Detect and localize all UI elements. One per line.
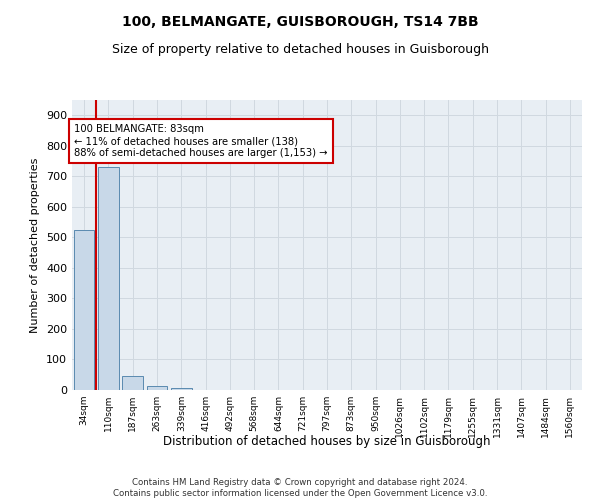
Text: 100 BELMANGATE: 83sqm
← 11% of detached houses are smaller (138)
88% of semi-det: 100 BELMANGATE: 83sqm ← 11% of detached … [74, 124, 328, 158]
Text: Distribution of detached houses by size in Guisborough: Distribution of detached houses by size … [163, 435, 491, 448]
Bar [74, 230, 94, 390]
Text: Contains HM Land Registry data © Crown copyright and database right 2024.
Contai: Contains HM Land Registry data © Crown c… [113, 478, 487, 498]
Text: Size of property relative to detached houses in Guisborough: Size of property relative to detached ho… [112, 42, 488, 56]
Bar [171, 388, 191, 390]
Bar [122, 376, 143, 390]
Text: 100, BELMANGATE, GUISBOROUGH, TS14 7BB: 100, BELMANGATE, GUISBOROUGH, TS14 7BB [122, 15, 478, 29]
Bar [146, 386, 167, 390]
Y-axis label: Number of detached properties: Number of detached properties [31, 158, 40, 332]
Bar [98, 167, 119, 390]
